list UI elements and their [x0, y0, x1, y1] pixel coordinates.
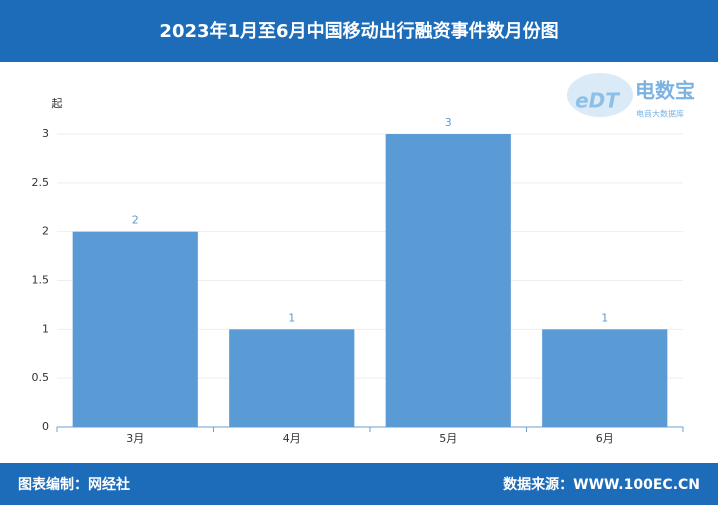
logo: eDT 电数宝 电商大数据库 [567, 73, 695, 119]
y-tick-label: 2.5 [32, 176, 50, 189]
footer-band [0, 463, 718, 505]
y-tick-label: 1.5 [32, 274, 50, 287]
value-label: 1 [288, 311, 295, 324]
x-tick-label: 6月 [596, 432, 614, 445]
y-tick-label: 3 [42, 127, 49, 140]
chart-title: 2023年1月至6月中国移动出行融资事件数月份图 [159, 20, 558, 42]
y-tick-label: 0.5 [32, 371, 50, 384]
bar [229, 329, 355, 427]
y-tick-label: 0 [42, 420, 49, 433]
logo-tagline: 电商大数据库 [636, 109, 684, 119]
value-label: 2 [132, 214, 139, 227]
logo-cloud [567, 73, 633, 117]
x-tick-label: 4月 [283, 432, 301, 445]
y-tick-label: 1 [42, 322, 49, 335]
value-label: 3 [445, 116, 452, 129]
bar [385, 134, 511, 427]
footer-left: 图表编制：网经社 [18, 476, 130, 493]
logo-name: 电数宝 [635, 79, 695, 103]
value-label: 1 [601, 311, 608, 324]
header-band [0, 0, 718, 62]
bar [72, 231, 198, 427]
x-tick-label: 3月 [126, 432, 144, 445]
y-axis-label: 起 [52, 97, 63, 110]
logo-mark: eDT [575, 89, 620, 113]
x-tick-label: 5月 [439, 432, 457, 445]
bar [542, 329, 668, 427]
y-tick-label: 2 [42, 225, 49, 238]
footer-right: 数据来源：WWW.100EC.CN [503, 476, 700, 493]
